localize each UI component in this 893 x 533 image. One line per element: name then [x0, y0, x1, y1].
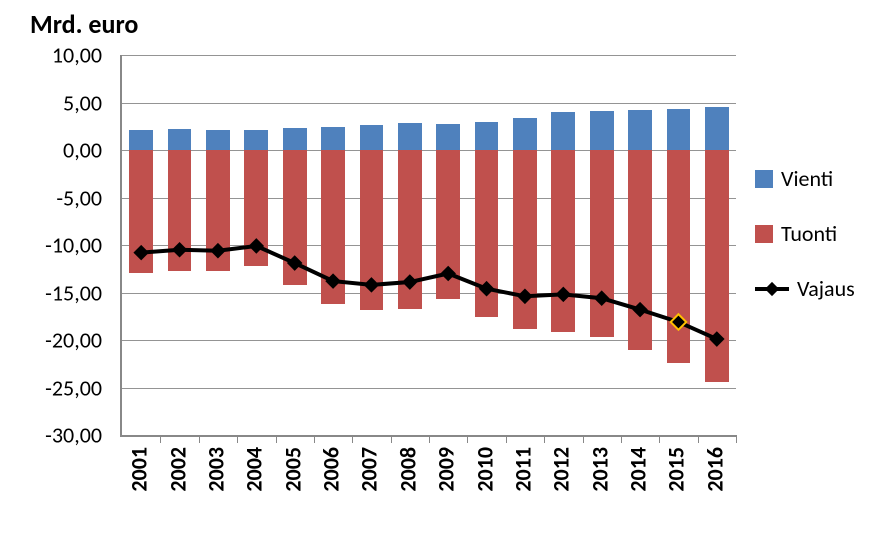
bar-vienti [168, 129, 192, 150]
bar-vienti [206, 130, 230, 150]
bar-vienti [283, 128, 307, 150]
x-tick-label: 2013 [586, 447, 613, 492]
bar-tuonti [628, 150, 652, 350]
bar-tuonti [590, 150, 614, 337]
bars-layer [122, 55, 736, 435]
bar-tuonti [513, 150, 537, 329]
chart-container: Mrd. euro 10,00 5,00 0,00 -5,00 -10,00 -15,00… [0, 0, 893, 533]
bar-tuonti [244, 150, 268, 266]
y-tick-label: 0,00 [63, 137, 102, 164]
x-tick [429, 435, 430, 443]
bar-tuonti [283, 150, 307, 285]
bar-vienti [436, 124, 460, 150]
legend-item-tuonti: Tuonti [755, 220, 875, 247]
bar-tuonti [398, 150, 422, 309]
x-tick-label: 2006 [318, 447, 345, 492]
legend-label-vajaus: Vajaus [797, 275, 855, 302]
x-tick-label: 2010 [471, 447, 498, 492]
chart-title: Mrd. euro [30, 8, 138, 40]
plot-area [120, 55, 736, 437]
y-tick-label: -20,00 [45, 327, 102, 354]
y-tick-label: -10,00 [45, 232, 102, 259]
bar-tuonti [667, 150, 691, 363]
x-tick-label: 2011 [509, 447, 536, 492]
x-tick [659, 435, 660, 443]
legend: Vienti Tuonti Vajaus [755, 165, 875, 330]
bar-vienti [321, 127, 345, 150]
x-tick-label: 2008 [394, 447, 421, 492]
legend-label-vienti: Vienti [781, 165, 833, 192]
bar-vienti [667, 109, 691, 150]
x-tick-label: 2005 [279, 447, 306, 492]
legend-item-vienti: Vienti [755, 165, 875, 192]
y-tick-label: -5,00 [56, 184, 102, 211]
bar-vienti [590, 111, 614, 150]
bar-vienti [129, 130, 153, 150]
bar-tuonti [475, 150, 499, 317]
y-tick-label: 5,00 [63, 89, 102, 116]
bar-vienti [398, 123, 422, 150]
bar-tuonti [436, 150, 460, 299]
y-tick-label: -15,00 [45, 279, 102, 306]
legend-swatch-tuonti [755, 225, 773, 243]
x-tick-label: 2002 [164, 447, 191, 492]
bar-tuonti [129, 150, 153, 273]
bar-vienti [360, 125, 384, 150]
x-tick [160, 435, 161, 443]
x-tick-label: 2014 [625, 447, 652, 492]
x-tick [237, 435, 238, 443]
bar-vienti [475, 122, 499, 151]
x-tick-label: 2015 [663, 447, 690, 492]
bar-vienti [551, 112, 575, 150]
bar-tuonti [360, 150, 384, 310]
x-tick [544, 435, 545, 443]
x-tick [621, 435, 622, 443]
x-tick-label: 2004 [241, 447, 268, 492]
bar-tuonti [705, 150, 729, 382]
bar-tuonti [168, 150, 192, 271]
x-tick [276, 435, 277, 443]
bar-vienti [628, 110, 652, 150]
legend-swatch-vienti [755, 170, 773, 188]
x-tick-label: 2001 [126, 447, 153, 492]
x-tick-label: 2016 [701, 447, 728, 492]
bar-vienti [513, 118, 537, 150]
y-tick-label: -30,00 [45, 422, 102, 449]
x-tick-label: 2003 [202, 447, 229, 492]
x-tick [352, 435, 353, 443]
y-tick-label: 10,00 [52, 42, 102, 69]
legend-label-tuonti: Tuonti [781, 220, 837, 247]
bar-tuonti [206, 150, 230, 271]
x-tick [583, 435, 584, 443]
x-tick-label: 2012 [548, 447, 575, 492]
x-tick [506, 435, 507, 443]
bar-vienti [244, 130, 268, 150]
x-tick-label: 2009 [433, 447, 460, 492]
x-tick [736, 435, 737, 443]
bar-tuonti [551, 150, 575, 332]
y-axis-labels: 10,005,000,00-5,00-10,00-15,00-20,00-25,… [0, 55, 110, 435]
x-tick [698, 435, 699, 443]
x-tick-label: 2007 [356, 447, 383, 492]
x-tick [314, 435, 315, 443]
legend-item-vajaus: Vajaus [755, 275, 875, 302]
bar-vienti [705, 107, 729, 150]
x-tick [199, 435, 200, 443]
legend-swatch-vajaus [755, 280, 789, 298]
x-tick [467, 435, 468, 443]
y-tick-label: -25,00 [45, 374, 102, 401]
bar-tuonti [321, 150, 345, 304]
x-tick [391, 435, 392, 443]
